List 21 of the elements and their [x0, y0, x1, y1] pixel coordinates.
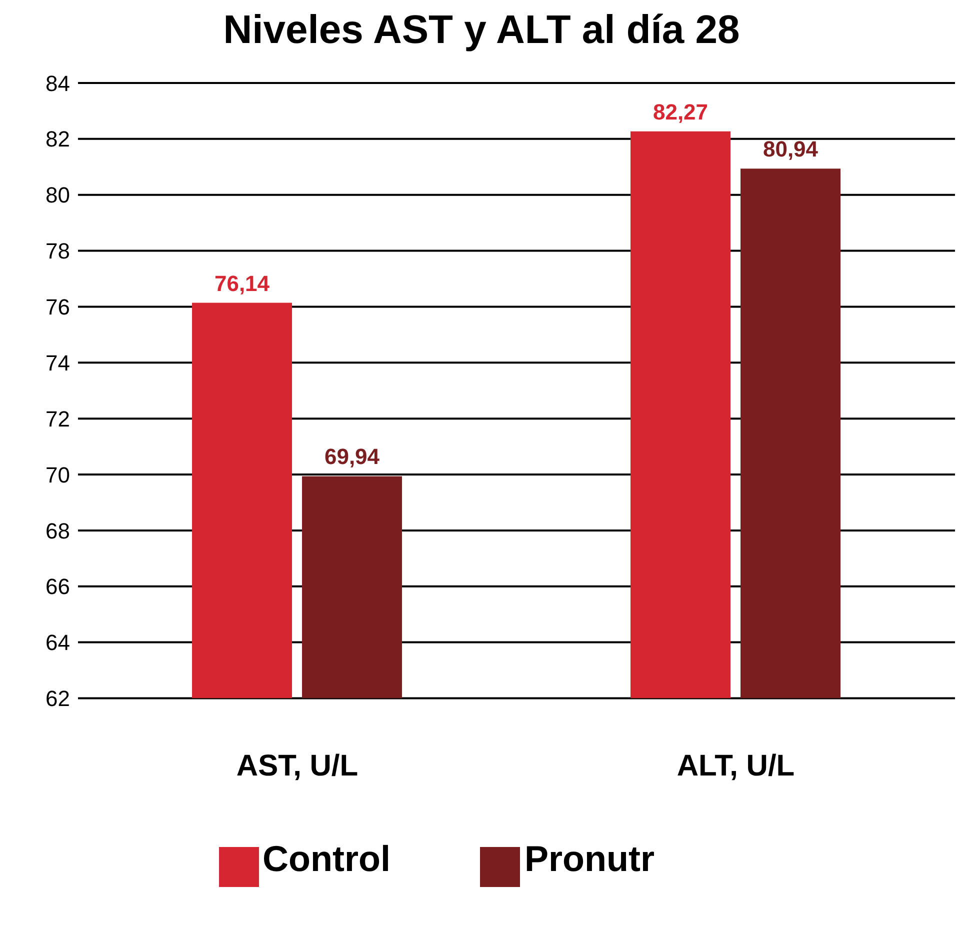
legend-label: Control	[262, 838, 390, 880]
x-tick-label: ALT, U/L	[676, 750, 795, 783]
y-tick-label: 66	[46, 574, 70, 600]
y-tick-label: 68	[46, 518, 70, 544]
y-tick-label: 72	[46, 406, 70, 432]
x-tick-label: AST, U/L	[236, 750, 358, 783]
y-tick-label: 82	[46, 126, 70, 152]
y-tick-label: 80	[46, 182, 70, 208]
legend-label: Pronutr	[524, 838, 654, 880]
y-tick-label: 74	[46, 350, 70, 376]
y-tick-label: 76	[46, 294, 70, 320]
y-tick-label: 78	[46, 238, 70, 264]
y-tick-label: 62	[46, 686, 70, 712]
y-tick-label: 64	[46, 630, 70, 656]
chart-title: Niveles AST y ALT al día 28	[222, 8, 741, 53]
y-tick-label: 84	[46, 70, 70, 96]
data-label: 69,94	[324, 444, 380, 470]
data-label: 82,27	[652, 99, 708, 124]
data-label: 80,94	[762, 136, 819, 162]
y-tick-label: 70	[46, 462, 70, 488]
data-label: 76,14	[214, 270, 270, 296]
